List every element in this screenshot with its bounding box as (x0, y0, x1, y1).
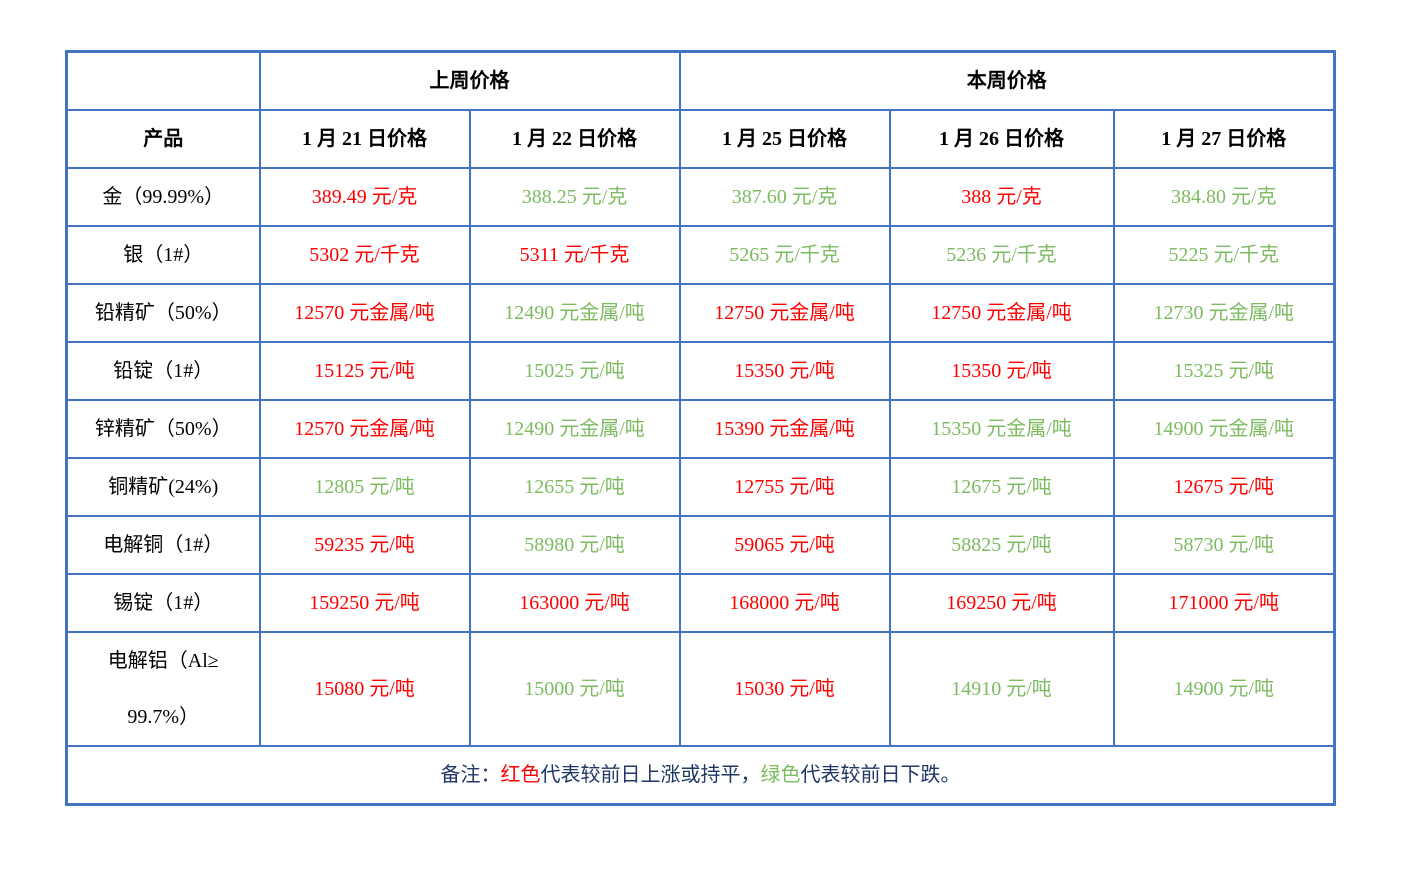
date-column-header: 1 月 21 日价格 (258, 109, 471, 169)
price-cell: 5265 元/千克 (678, 225, 891, 285)
price-cell: 12755 元/吨 (678, 457, 891, 517)
price-cell: 12570 元金属/吨 (258, 399, 471, 459)
price-cell: 15125 元/吨 (258, 341, 471, 401)
price-cell: 15030 元/吨 (678, 631, 891, 747)
table-row: 银（1#） 5302 元/千克 5311 元/千克 5265 元/千克 5236 元/千… (65, 225, 1336, 285)
footnote-text-segment: 代表较前日下跌。 (800, 764, 961, 786)
empty-corner-cell (65, 50, 261, 111)
price-cell: 12805 元/吨 (258, 457, 471, 517)
date-header-row: 产品 1 月 21 日价格 1 月 22 日价格 1 月 25 日价格 1 月 … (65, 109, 1336, 169)
price-cell: 171000 元/吨 (1112, 573, 1336, 633)
price-cell: 389.49 元/克 (258, 167, 471, 227)
price-cell: 15350 元金属/吨 (888, 399, 1115, 459)
price-cell: 5311 元/千克 (468, 225, 681, 285)
price-cell: 388 元/克 (888, 167, 1115, 227)
last-week-header: 上周价格 (258, 50, 681, 111)
price-cell: 387.60 元/克 (678, 167, 891, 227)
product-cell: 银（1#） (65, 225, 261, 285)
price-cell: 15350 元/吨 (678, 341, 891, 401)
price-cell: 59065 元/吨 (678, 515, 891, 575)
price-cell: 15080 元/吨 (258, 631, 471, 747)
table-row: 铅锭（1#） 15125 元/吨 15025 元/吨 15350 元/吨 15350 元… (65, 341, 1336, 401)
date-column-header: 1 月 26 日价格 (888, 109, 1115, 169)
price-cell: 12570 元金属/吨 (258, 283, 471, 343)
price-cell: 169250 元/吨 (888, 573, 1115, 633)
week-header-row: 上周价格 本周价格 (65, 50, 1336, 111)
product-cell: 金（99.99%） (65, 167, 261, 227)
table-row: 锌精矿（50%） 12570 元金属/吨 12490 元金属/吨 15390 元金属/… (65, 399, 1336, 459)
footnote-text-segment: 备注： (440, 764, 501, 786)
product-cell: 锡锭（1#） (65, 573, 261, 633)
price-cell: 58980 元/吨 (468, 515, 681, 575)
product-cell: 铅精矿（50%） (65, 283, 261, 343)
price-cell: 12675 元/吨 (1112, 457, 1336, 517)
table-row: 铅精矿（50%） 12570 元金属/吨 12490 元金属/吨 12750 元金属/… (65, 283, 1336, 343)
product-column-header: 产品 (65, 109, 261, 169)
footnote-text-segment: 红色 (500, 764, 541, 786)
price-cell: 15000 元/吨 (468, 631, 681, 747)
price-cell: 59235 元/吨 (258, 515, 471, 575)
date-column-header: 1 月 22 日价格 (468, 109, 681, 169)
price-cell: 12750 元金属/吨 (888, 283, 1115, 343)
price-cell: 5302 元/千克 (258, 225, 471, 285)
price-cell: 15025 元/吨 (468, 341, 681, 401)
price-cell: 12730 元金属/吨 (1112, 283, 1336, 343)
footnote-text-segment: 绿色 (760, 764, 801, 786)
product-cell: 锌精矿（50%） (65, 399, 261, 459)
price-cell: 15350 元/吨 (888, 341, 1115, 401)
product-cell: 电解铝（Al≥ 99.7%） (65, 631, 261, 747)
price-cell: 5236 元/千克 (888, 225, 1115, 285)
price-cell: 5225 元/千克 (1112, 225, 1336, 285)
table-row: 铜精矿(24%) 12805 元/吨 12655 元/吨 12755 元/吨 12675… (65, 457, 1336, 517)
table-row: 电解铝（Al≥ 99.7%） 15080 元/吨 15000 元/吨 15030 元/… (65, 631, 1336, 747)
price-cell: 15325 元/吨 (1112, 341, 1336, 401)
footnote-cell: 备注：红色代表较前日上涨或持平，绿色代表较前日下跌。 (65, 745, 1336, 806)
metal-price-table: 上周价格 本周价格 产品 1 月 21 日价格 1 月 22 日价格 1 月 2… (65, 50, 1336, 806)
product-cell: 铜精矿(24%) (65, 457, 261, 517)
price-cell: 12490 元金属/吨 (468, 399, 681, 459)
footnote-text-segment: 代表较前日上涨或持平， (540, 764, 761, 786)
price-cell: 15390 元金属/吨 (678, 399, 891, 459)
footnote-row: 备注：红色代表较前日上涨或持平，绿色代表较前日下跌。 (65, 745, 1336, 806)
price-cell: 168000 元/吨 (678, 573, 891, 633)
price-cell: 12675 元/吨 (888, 457, 1115, 517)
price-cell: 12750 元金属/吨 (678, 283, 891, 343)
price-cell: 14900 元/吨 (1112, 631, 1336, 747)
price-cell: 58825 元/吨 (888, 515, 1115, 575)
price-cell: 14900 元金属/吨 (1112, 399, 1336, 459)
this-week-header: 本周价格 (678, 50, 1336, 111)
price-cell: 12490 元金属/吨 (468, 283, 681, 343)
price-cell: 159250 元/吨 (258, 573, 471, 633)
table-row: 电解铜（1#） 59235 元/吨 58980 元/吨 59065 元/吨 58825 … (65, 515, 1336, 575)
table-row: 锡锭（1#） 159250 元/吨 163000 元/吨 168000 元/吨 1692… (65, 573, 1336, 633)
price-cell: 12655 元/吨 (468, 457, 681, 517)
date-column-header: 1 月 27 日价格 (1112, 109, 1336, 169)
price-cell: 388.25 元/克 (468, 167, 681, 227)
product-cell: 铅锭（1#） (65, 341, 261, 401)
table-row: 金（99.99%） 389.49 元/克 388.25 元/克 387.60 元/克 3… (65, 167, 1336, 227)
date-column-header: 1 月 25 日价格 (678, 109, 891, 169)
price-cell: 163000 元/吨 (468, 573, 681, 633)
price-cell: 14910 元/吨 (888, 631, 1115, 747)
price-cell: 58730 元/吨 (1112, 515, 1336, 575)
product-cell: 电解铜（1#） (65, 515, 261, 575)
price-cell: 384.80 元/克 (1112, 167, 1336, 227)
